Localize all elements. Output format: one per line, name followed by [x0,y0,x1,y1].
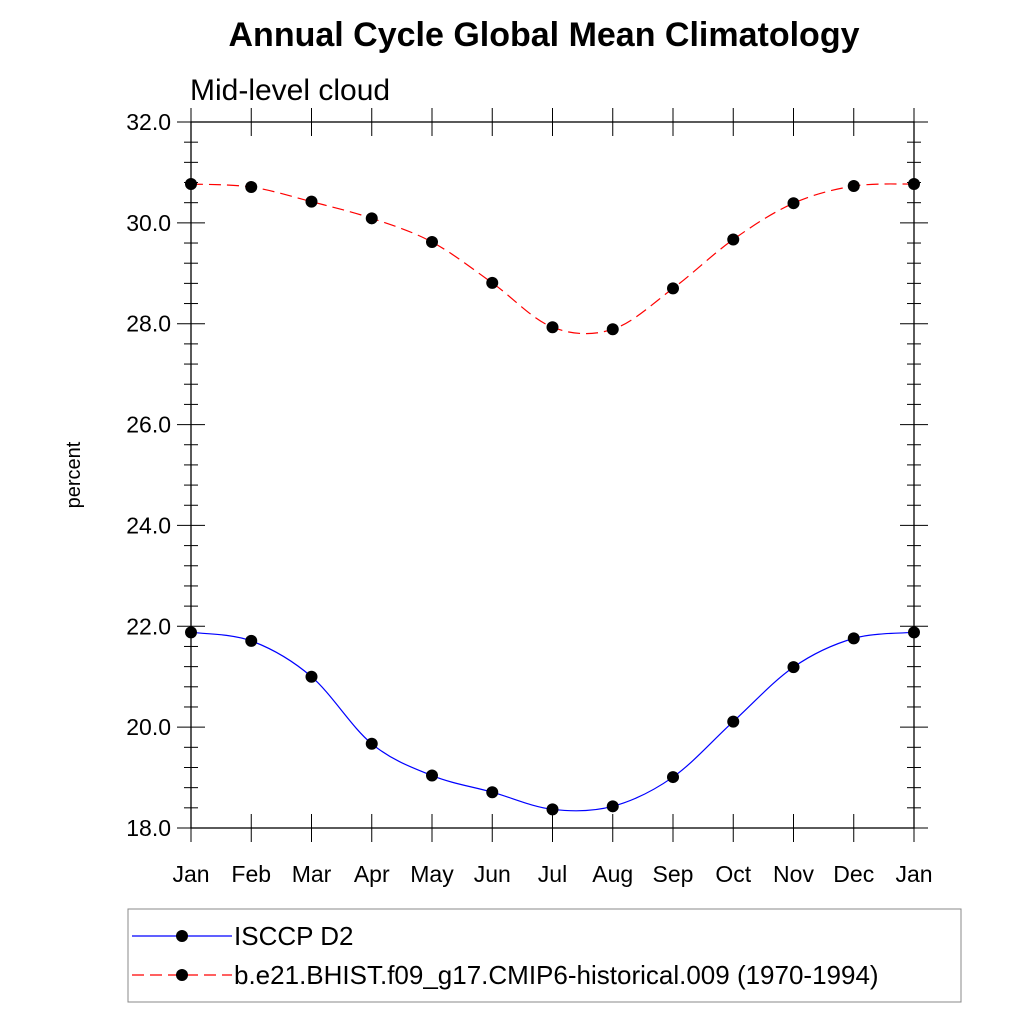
series-line-1 [190,631,915,812]
x-tick-label: May [410,861,454,887]
data-point-series-2 [727,233,740,246]
x-tick-label: Nov [773,861,814,887]
chart-subtitle: Mid-level cloud [190,74,390,107]
data-point-series-1 [426,769,438,782]
data-point-series-1 [908,626,920,639]
data-point-series-2 [365,212,378,225]
data-point-series-2 [426,236,438,249]
legend: ISCCP D2 b.e21.BHIST.f09_g17.CMIP6-histor… [127,908,962,1003]
y-tick-label: 32.0 [126,109,171,135]
legend-marker-2 [176,969,188,981]
data-point-series-1 [847,632,860,645]
chart-title: Annual Cycle Global Mean Climatology [229,16,860,54]
data-point-series-1 [727,715,740,728]
data-point-series-2 [305,195,318,208]
data-point-series-1 [486,786,499,799]
y-tick-label: 20.0 [126,714,171,740]
data-point-series-1 [245,634,258,647]
y-tick-label: 24.0 [126,512,171,538]
data-point-series-1 [365,737,378,750]
data-point-series-2 [847,180,860,193]
x-tick-label: Feb [231,861,271,887]
data-point-series-1 [606,800,619,813]
y-tick-label: 28.0 [126,311,171,337]
data-point-series-2 [486,276,499,289]
x-tick-label: Jun [474,861,511,887]
x-tick-label: Jul [538,861,567,887]
data-point-series-1 [667,771,679,784]
legend-label-1: ISCCP D2 [234,921,353,951]
y-tick-label: 22.0 [126,613,171,639]
series-line-2 [190,183,915,335]
x-tick-label: Aug [592,861,633,887]
y-tick-label: 18.0 [126,815,171,841]
y-tick-label: 30.0 [126,210,171,236]
data-point-series-1 [787,661,800,674]
data-point-series-1 [305,670,318,683]
data-point-series-2 [606,323,619,336]
plot-frame [190,121,915,829]
data-point-series-1 [546,803,559,816]
data-point-series-2 [245,181,258,194]
x-tick-label: Jan [172,861,209,887]
data-point-series-2 [908,178,920,191]
x-tick-label: Jan [895,861,932,887]
legend-marker-1 [176,930,188,942]
y-tick-label: 26.0 [126,412,171,438]
x-tick-label: Dec [833,861,874,887]
x-tick-label: Oct [715,861,751,887]
axes: 18.0 20.0 22.0 24.0 26.0 28.0 30.0 32.0 Jan Feb Ma… [126,108,933,887]
x-tick-label: Sep [653,861,694,887]
data-point-series-2 [667,282,679,295]
data-point-series-2 [787,197,800,210]
y-axis-label: percent [63,441,85,508]
legend-box [127,908,962,1003]
data-point-series-1 [185,626,197,639]
data-point-series-2 [185,178,197,191]
legend-label-2: b.e21.BHIST.f09_g17.CMIP6-historical.009… [234,960,879,990]
plot-area [185,178,920,816]
x-tick-label: Mar [292,861,332,887]
data-point-series-2 [546,321,559,334]
x-tick-label: Apr [354,861,390,887]
